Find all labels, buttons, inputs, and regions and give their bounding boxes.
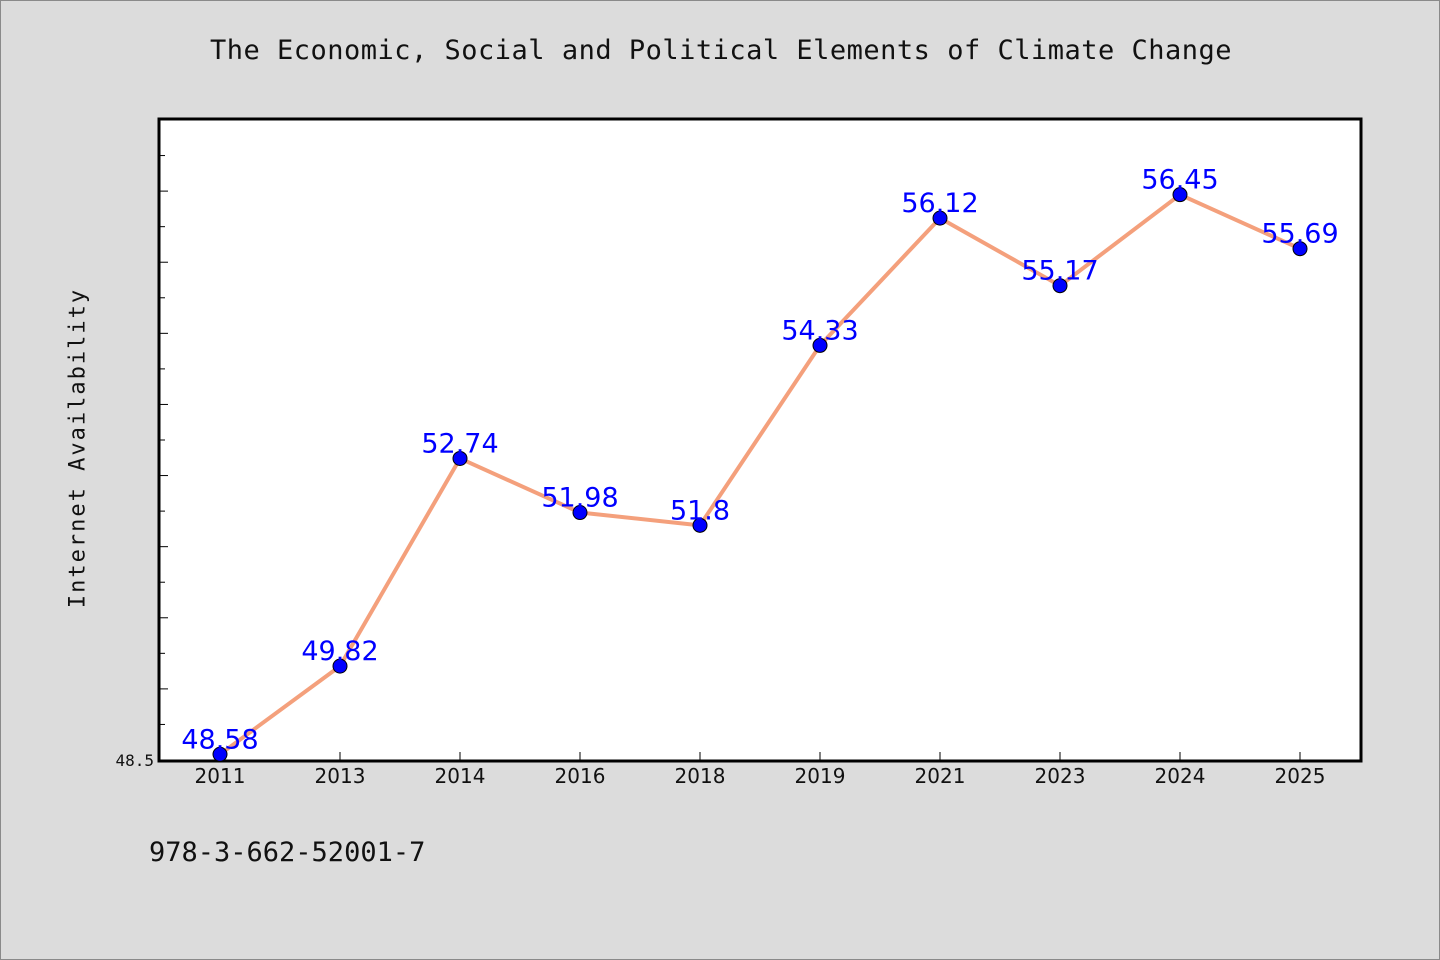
data-label: 54.33	[781, 315, 858, 346]
series-line	[218, 192, 1302, 757]
data-label: 56.12	[901, 188, 978, 219]
x-tick-label: 2025	[1275, 764, 1326, 788]
data-label: 55.17	[1021, 256, 1098, 287]
isbn-label: 978-3-662-52001-7	[149, 837, 426, 868]
x-tick-label: 2023	[1035, 764, 1086, 788]
data-point-marker	[1052, 278, 1068, 294]
x-axis-ticks: 2011 2013 2014 2016 2018 2019 2021 2023 2024 2025	[195, 752, 1326, 788]
x-tick-label: 2014	[435, 764, 486, 788]
data-point-marker	[812, 337, 828, 353]
plot-area	[157, 117, 1363, 763]
data-point-marker	[932, 210, 948, 226]
series-markers	[212, 187, 1308, 762]
x-tick-label: 2018	[675, 764, 726, 788]
data-label: 52.74	[421, 428, 498, 459]
data-point-marker	[692, 517, 708, 533]
data-label: 51.98	[541, 483, 618, 514]
data-point-marker	[452, 450, 468, 466]
data-label: 48.58	[181, 724, 258, 755]
chart-title: The Economic, Social and Political Eleme…	[209, 35, 1233, 66]
y-tick-label: 48.5	[115, 751, 154, 770]
data-point-marker	[332, 658, 348, 674]
x-tick-label: 2024	[1155, 764, 1206, 788]
x-tick-label: 2021	[915, 764, 966, 788]
x-tick-label: 2011	[195, 764, 246, 788]
x-tick-label: 2013	[315, 764, 366, 788]
data-point-marker	[1292, 241, 1308, 257]
data-label: 49.82	[301, 636, 378, 667]
data-label: 55.69	[1261, 219, 1338, 250]
data-point-marker	[1172, 187, 1188, 203]
data-label: 51.8	[670, 495, 730, 526]
x-tick-label: 2016	[555, 764, 606, 788]
y-axis-ticks: 48.5	[115, 119, 168, 770]
data-labels: 48.58 49.82 52.74 51.98 51.8 54.33 56.12 55.17 5…	[181, 165, 1338, 756]
data-point-marker	[212, 746, 228, 762]
x-tick-label: 2019	[795, 764, 846, 788]
data-label: 56.45	[1141, 165, 1218, 196]
data-point-marker	[572, 505, 588, 521]
